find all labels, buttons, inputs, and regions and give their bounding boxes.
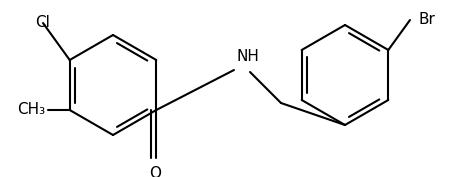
Text: NH: NH	[236, 49, 259, 64]
Text: Br: Br	[418, 12, 435, 27]
Text: Cl: Cl	[35, 15, 50, 30]
Text: O: O	[149, 166, 161, 177]
Text: CH₃: CH₃	[17, 102, 46, 118]
